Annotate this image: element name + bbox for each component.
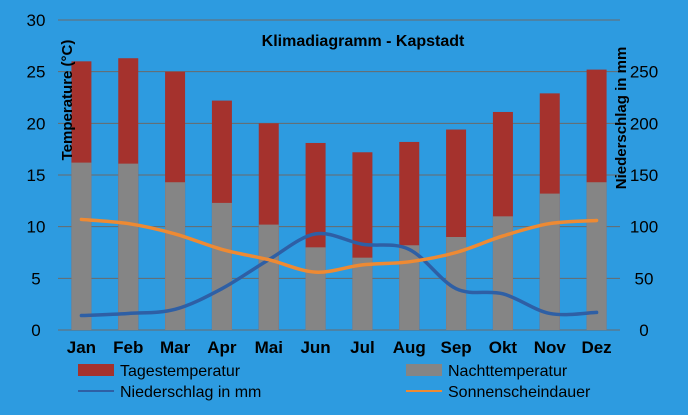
y-tick-left: 0 <box>31 321 40 340</box>
line-layer <box>79 217 599 318</box>
bar-nachttemperatur <box>446 237 467 330</box>
legend-label-tagestemperatur: Tagestemperatur <box>120 363 241 380</box>
y-tick-right: 0 <box>639 321 648 340</box>
bar-layer <box>71 58 607 331</box>
x-tick-label: Okt <box>489 338 518 357</box>
x-tick-label: Apr <box>207 338 237 357</box>
y-tick-left: 20 <box>27 114 46 133</box>
bar-nachttemperatur <box>352 257 373 330</box>
x-tick-label: Dez <box>581 338 611 357</box>
x-tick-label: Mai <box>255 338 283 357</box>
bar-nachttemperatur <box>492 216 513 330</box>
x-tick-label: Jul <box>350 338 375 357</box>
y-axis-right-title: Niederschlag in mm <box>613 47 630 190</box>
x-tick-label: Aug <box>393 338 426 357</box>
legend-label-nachttemperatur: Nachttemperatur <box>448 363 568 380</box>
line-sonnenscheindauer <box>79 217 599 274</box>
y-tick-right: 250 <box>630 63 658 82</box>
grid-lines <box>58 19 620 331</box>
y-tick-left: 25 <box>27 63 46 82</box>
legend-swatch-tagestemperatur <box>78 364 114 376</box>
y-tick-right: 200 <box>630 114 658 133</box>
line-niederschlag-in-mm <box>79 231 599 318</box>
bar-nachttemperatur <box>586 182 607 330</box>
y-tick-left: 15 <box>27 166 46 185</box>
y-tick-right: 100 <box>630 218 658 237</box>
bar-nachttemperatur <box>165 182 186 330</box>
tick-labels: 0 5 10 15 20 25 30 0 50 100 150 200 250 Jan Feb Mar Apr M… <box>27 11 659 357</box>
bar-nachttemperatur <box>258 224 279 330</box>
x-tick-label: Nov <box>534 338 567 357</box>
x-tick-label: Jun <box>300 338 330 357</box>
bar-nachttemperatur <box>211 202 232 330</box>
y-axis-left-title: Temperature (°C) <box>59 40 76 161</box>
x-tick-label: Feb <box>113 338 143 357</box>
y-tick-left: 10 <box>27 218 46 237</box>
legend-label-sonnenscheindauer: Sonnenscheindauer <box>448 384 591 401</box>
x-tick-label: Sep <box>440 338 471 357</box>
x-tick-label: Jan <box>67 338 96 357</box>
x-tick-label: Mar <box>160 338 191 357</box>
y-tick-right: 150 <box>630 166 658 185</box>
bar-nachttemperatur <box>71 162 92 330</box>
legend-swatch-nachttemperatur <box>406 364 442 376</box>
chart-title: Klimadiagramm - Kapstadt <box>262 33 465 50</box>
bar-nachttemperatur <box>305 247 326 330</box>
y-tick-left: 5 <box>31 269 40 288</box>
bar-nachttemperatur <box>399 245 420 330</box>
bar-nachttemperatur <box>118 163 139 330</box>
bar-nachttemperatur <box>539 193 560 330</box>
y-tick-right: 50 <box>635 269 654 288</box>
y-tick-left: 30 <box>27 11 46 30</box>
legend-label-niederschlag: Niederschlag in mm <box>120 384 261 401</box>
